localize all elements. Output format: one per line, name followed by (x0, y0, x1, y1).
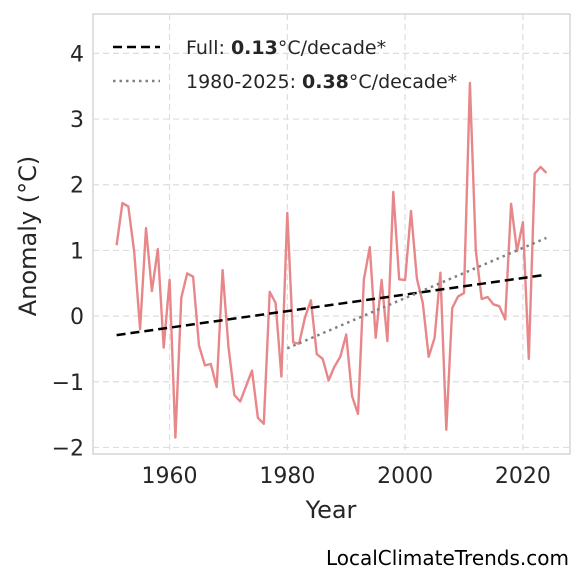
y-tick-label: 4 (70, 42, 84, 67)
y-tick-label: 2 (70, 174, 84, 199)
x-tick-label: 1980 (259, 464, 315, 489)
y-tick-label: 3 (70, 108, 84, 133)
y-tick-label: 1 (70, 239, 84, 264)
x-tick-label: 2000 (377, 464, 433, 489)
credit-text: LocalClimateTrends.com (325, 546, 569, 570)
tick-labels: 1960 1980 2000 2020 −2 −1 0 1 2 3 4 (52, 42, 551, 489)
y-tick-label: 0 (70, 305, 84, 330)
full-trend-line (116, 273, 547, 337)
x-axis-label: Year (305, 496, 357, 524)
y-axis-label: Anomaly (°C) (14, 156, 42, 316)
legend-entry-1980: 1980-2025: 0.38°C/decade* (186, 71, 457, 93)
x-tick-label: 2020 (495, 464, 551, 489)
y-tick-label: −1 (52, 371, 84, 396)
anomaly-series-line (115, 81, 548, 439)
legend-entry-full: Full: 0.13°C/decade* (186, 37, 386, 59)
series-layer (115, 81, 548, 439)
legend: Full: 0.13°C/decade* 1980-2025: 0.38°C/d… (113, 37, 457, 93)
y-tick-label: −2 (52, 436, 84, 461)
recent-trend-line (286, 236, 547, 350)
x-tick-label: 1960 (142, 464, 198, 489)
